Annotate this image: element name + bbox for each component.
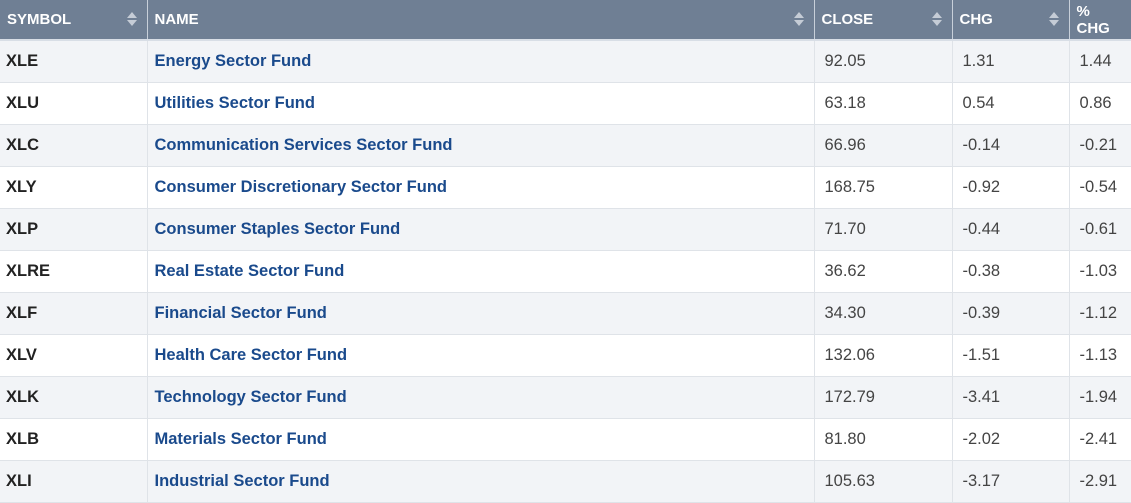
close-cell: 132.06 — [814, 334, 953, 377]
pct-chg-cell: 0.86 — [1069, 82, 1131, 125]
table-row: XLC Communication Services Sector Fund 6… — [0, 124, 1131, 167]
column-header-symbol[interactable]: SYMBOL — [0, 0, 148, 41]
symbol-cell: XLY — [0, 166, 148, 209]
fund-name-link[interactable]: Industrial Sector Fund — [154, 471, 330, 490]
name-cell: Real Estate Sector Fund — [147, 250, 815, 293]
symbol-cell: XLC — [0, 124, 148, 167]
name-cell: Energy Sector Fund — [147, 40, 815, 83]
sort-icon[interactable] — [931, 11, 942, 29]
close-cell: 172.79 — [814, 376, 953, 419]
pct-chg-cell: 1.44 — [1069, 40, 1131, 83]
sort-icon[interactable] — [1048, 11, 1059, 29]
column-header-label: NAME — [154, 11, 199, 28]
chg-cell: -3.41 — [952, 376, 1070, 419]
table-row: XLU Utilities Sector Fund 63.18 0.54 0.8… — [0, 82, 1131, 125]
name-cell: Consumer Discretionary Sector Fund — [147, 166, 815, 209]
chg-cell: 0.54 — [952, 82, 1070, 125]
name-cell: Industrial Sector Fund — [147, 460, 815, 503]
column-header-label: % CHG — [1076, 2, 1110, 37]
table-row: XLE Energy Sector Fund 92.05 1.31 1.44 — [0, 40, 1131, 83]
column-header-name[interactable]: NAME — [147, 0, 815, 41]
name-cell: Financial Sector Fund — [147, 292, 815, 335]
column-header-label: CHG — [959, 11, 993, 28]
pct-chg-cell: -1.03 — [1069, 250, 1131, 293]
symbol-cell: XLE — [0, 40, 148, 83]
table-row: XLP Consumer Staples Sector Fund 71.70 -… — [0, 208, 1131, 251]
symbol-cell: XLI — [0, 460, 148, 503]
close-cell: 105.63 — [814, 460, 953, 503]
close-cell: 66.96 — [814, 124, 953, 167]
sort-icon[interactable] — [126, 11, 137, 29]
name-cell: Communication Services Sector Fund — [147, 124, 815, 167]
close-cell: 34.30 — [814, 292, 953, 335]
name-cell: Technology Sector Fund — [147, 376, 815, 419]
column-header-chg[interactable]: CHG — [952, 0, 1070, 41]
name-cell: Materials Sector Fund — [147, 418, 815, 461]
chg-cell: 1.31 — [952, 40, 1070, 83]
pct-chg-cell: -2.41 — [1069, 418, 1131, 461]
close-cell: 168.75 — [814, 166, 953, 209]
chg-cell: -1.51 — [952, 334, 1070, 377]
table-header: SYMBOL NAME CLOSE CHG % CHG — [0, 0, 1131, 41]
fund-name-link[interactable]: Technology Sector Fund — [154, 387, 347, 406]
chg-cell: -0.38 — [952, 250, 1070, 293]
pct-chg-cell: -1.94 — [1069, 376, 1131, 419]
symbol-cell: XLV — [0, 334, 148, 377]
fund-name-link[interactable]: Health Care Sector Fund — [154, 345, 348, 364]
pct-chg-cell: -1.13 — [1069, 334, 1131, 377]
chg-cell: -0.92 — [952, 166, 1070, 209]
column-header-pct-chg[interactable]: % CHG — [1069, 0, 1131, 41]
close-cell: 71.70 — [814, 208, 953, 251]
table-row: XLI Industrial Sector Fund 105.63 -3.17 … — [0, 460, 1131, 503]
table-row: XLRE Real Estate Sector Fund 36.62 -0.38… — [0, 250, 1131, 293]
fund-name-link[interactable]: Utilities Sector Fund — [154, 93, 315, 112]
chg-cell: -0.14 — [952, 124, 1070, 167]
symbol-cell: XLU — [0, 82, 148, 125]
chg-cell: -0.39 — [952, 292, 1070, 335]
header-row: SYMBOL NAME CLOSE CHG % CHG — [0, 0, 1131, 41]
name-cell: Consumer Staples Sector Fund — [147, 208, 815, 251]
table-row: XLY Consumer Discretionary Sector Fund 1… — [0, 166, 1131, 209]
close-cell: 36.62 — [814, 250, 953, 293]
fund-name-link[interactable]: Consumer Discretionary Sector Fund — [154, 177, 447, 196]
fund-name-link[interactable]: Communication Services Sector Fund — [154, 135, 453, 154]
pct-chg-cell: -2.91 — [1069, 460, 1131, 503]
column-header-label: SYMBOL — [7, 11, 72, 28]
close-cell: 92.05 — [814, 40, 953, 83]
column-header-label: CLOSE — [821, 11, 874, 28]
pct-chg-cell: -1.12 — [1069, 292, 1131, 335]
chg-cell: -0.44 — [952, 208, 1070, 251]
fund-name-link[interactable]: Real Estate Sector Fund — [154, 261, 345, 280]
symbol-cell: XLF — [0, 292, 148, 335]
fund-name-link[interactable]: Energy Sector Fund — [154, 51, 312, 70]
name-cell: Utilities Sector Fund — [147, 82, 815, 125]
table-row: XLK Technology Sector Fund 172.79 -3.41 … — [0, 376, 1131, 419]
pct-chg-cell: -0.21 — [1069, 124, 1131, 167]
symbol-cell: XLK — [0, 376, 148, 419]
table-row: XLB Materials Sector Fund 81.80 -2.02 -2… — [0, 418, 1131, 461]
table-body: XLE Energy Sector Fund 92.05 1.31 1.44 X… — [0, 40, 1131, 503]
chg-cell: -3.17 — [952, 460, 1070, 503]
symbol-cell: XLP — [0, 208, 148, 251]
table-row: XLF Financial Sector Fund 34.30 -0.39 -1… — [0, 292, 1131, 335]
close-cell: 81.80 — [814, 418, 953, 461]
fund-name-link[interactable]: Materials Sector Fund — [154, 429, 327, 448]
chg-cell: -2.02 — [952, 418, 1070, 461]
column-header-close[interactable]: CLOSE — [814, 0, 953, 41]
table-row: XLV Health Care Sector Fund 132.06 -1.51… — [0, 334, 1131, 377]
symbol-cell: XLRE — [0, 250, 148, 293]
fund-name-link[interactable]: Consumer Staples Sector Fund — [154, 219, 401, 238]
pct-chg-cell: -0.54 — [1069, 166, 1131, 209]
symbol-cell: XLB — [0, 418, 148, 461]
name-cell: Health Care Sector Fund — [147, 334, 815, 377]
sort-icon[interactable] — [793, 11, 804, 29]
close-cell: 63.18 — [814, 82, 953, 125]
pct-chg-cell: -0.61 — [1069, 208, 1131, 251]
fund-name-link[interactable]: Financial Sector Fund — [154, 303, 327, 322]
